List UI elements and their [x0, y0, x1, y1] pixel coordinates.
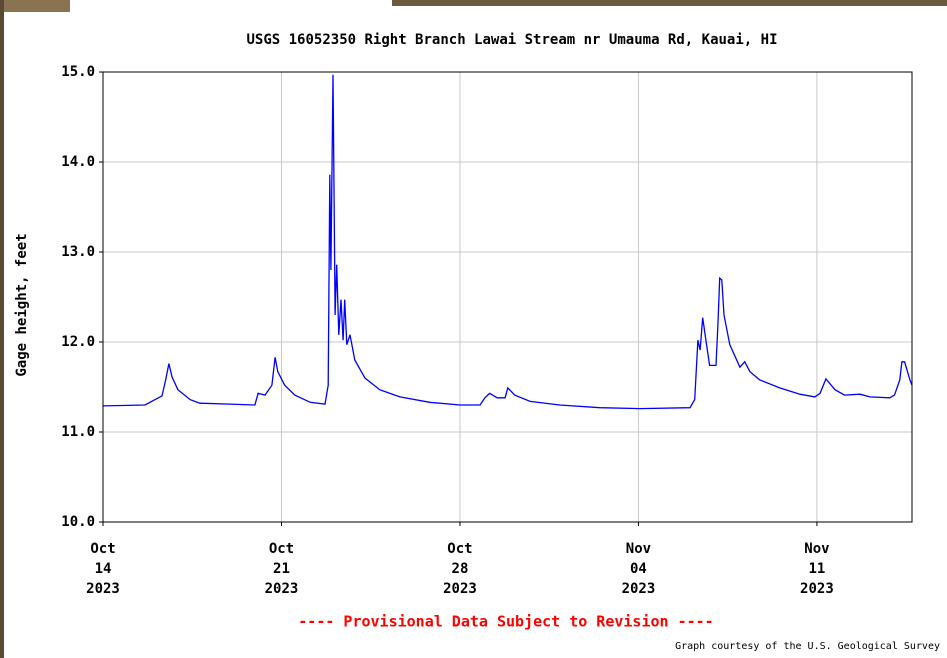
y-tick-label: 12.0 — [61, 334, 95, 350]
backdrop-edge — [0, 0, 4, 658]
x-tick-label: 11 — [808, 561, 825, 577]
x-tick-label: Oct — [90, 541, 115, 557]
backdrop-strip — [0, 0, 70, 12]
y-tick-label: 13.0 — [61, 244, 95, 260]
x-tick-label: 04 — [630, 561, 647, 577]
page: {"chart_data": { "type": "line", "title"… — [0, 0, 947, 658]
x-tick-label: Nov — [626, 541, 651, 557]
y-tick-label: 14.0 — [61, 154, 95, 170]
x-tick-label: 28 — [452, 561, 469, 577]
backdrop-strip — [392, 0, 947, 6]
y-tick-label: 15.0 — [61, 64, 95, 80]
x-tick-label: 2023 — [443, 581, 477, 597]
provisional-note: ---- Provisional Data Subject to Revisio… — [298, 613, 713, 631]
chart-title: USGS 16052350 Right Branch Lawai Stream … — [246, 32, 777, 48]
x-tick-label: Oct — [447, 541, 472, 557]
x-tick-label: 14 — [95, 561, 112, 577]
credit: Graph courtesy of the U.S. Geological Su… — [675, 641, 940, 652]
chart: USGS 16052350 Right Branch Lawai Stream … — [0, 0, 947, 658]
x-tick-label: 2023 — [86, 581, 120, 597]
y-tick-label: 11.0 — [61, 424, 95, 440]
x-tick-label: 2023 — [622, 581, 656, 597]
y-axis-label: Gage height, feet — [14, 233, 30, 376]
x-tick-label: 21 — [273, 561, 290, 577]
x-tick-label: Oct — [269, 541, 294, 557]
y-tick-label: 10.0 — [61, 514, 95, 530]
background — [0, 0, 947, 658]
x-tick-label: Nov — [804, 541, 829, 557]
x-tick-label: 2023 — [265, 581, 299, 597]
x-tick-label: 2023 — [800, 581, 834, 597]
